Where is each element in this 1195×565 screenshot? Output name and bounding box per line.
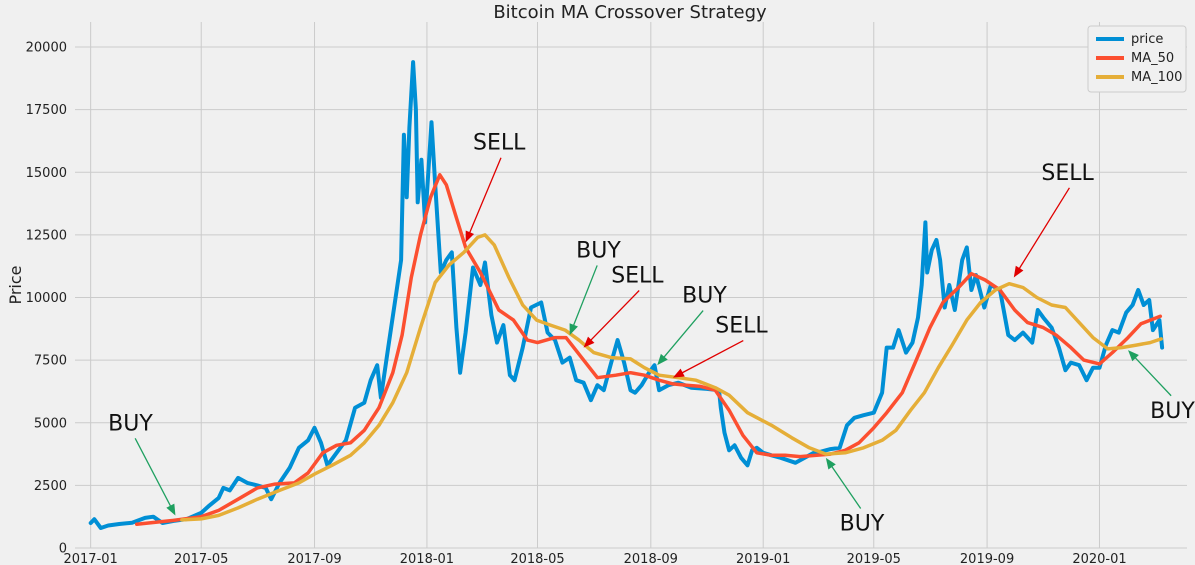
y-axis-label: Price [6,265,25,304]
annotation-buy-label: BUY [576,238,621,263]
annotation-buy-label: BUY [108,411,153,436]
annotation-arrow-head [583,336,595,348]
legend-label-ma50: MA_50 [1131,51,1174,66]
series-line-price [88,60,1165,530]
annotation-arrow-head [672,368,685,378]
annotation-arrow-line [660,310,704,361]
annotation-arrow-line [467,157,502,238]
annotation-arrow-head [657,353,668,366]
annotation-arrow-head [1128,350,1139,362]
annotation-arrow-head [1013,265,1024,278]
annotation-arrow-line [828,462,862,509]
y-tick-label: 12500 [26,228,67,243]
annotation-buy-label: BUY [682,284,727,309]
y-tick-label: 0 [59,542,67,557]
legend: price MA_50 MA_100 [1087,25,1187,93]
annotation-sell-label: SELL [1041,161,1094,186]
series-line-ma-100 [180,233,1163,522]
annotation-arrow-line [587,290,640,344]
annotation-buy-label: BUY [1150,399,1195,424]
x-tick-label: 2020-01 [1072,552,1126,565]
y-tick-label: 5000 [34,416,67,431]
annotation-buy-label: BUY [840,511,885,536]
x-tick-label: 2019-09 [960,552,1014,565]
annotation-arrow-line [571,265,598,330]
legend-label-ma100: MA_100 [1131,70,1182,85]
y-tick-label: 10000 [26,291,67,306]
annotation-sell-label: SELL [473,131,526,156]
y-tick-label: 15000 [26,166,67,181]
y-tick-label: 7500 [34,354,67,369]
x-tick-label: 2017-01 [63,552,117,565]
annotation-arrow-head [569,323,578,336]
x-tick-label: 2019-01 [736,552,790,565]
axis-ticks: 0 2500 5000 7500 10000 12500 15000 17500 20000 20… [26,41,1127,565]
annotation-arrow-line [1131,354,1172,397]
series-line-ma-50 [134,173,1163,526]
annotation-arrow-head [825,457,836,470]
y-tick-label: 2500 [34,479,67,494]
x-tick-label: 2017-09 [287,552,341,565]
x-tick-label: 2018-01 [400,552,454,565]
legend-label-price: price [1131,32,1163,47]
x-tick-label: 2018-05 [510,552,564,565]
annotation-arrow-line [677,340,744,376]
grid [75,22,1187,549]
y-tick-label: 20000 [26,41,67,56]
annotation-sell-label: SELL [611,263,664,288]
annotation-arrow-line [1016,187,1070,273]
x-tick-label: 2017-05 [174,552,228,565]
x-tick-label: 2018-09 [624,552,678,565]
chart-title: Bitcoin MA Crossover Strategy [493,2,767,23]
x-tick-label: 2019-05 [847,552,901,565]
annotation-arrow-head [465,230,475,243]
annotation-sell-label: SELL [715,314,768,339]
series-lines [88,60,1165,530]
annotation-arrow-line [134,437,174,511]
y-tick-label: 17500 [26,103,67,118]
annotation-arrow-head [166,503,176,516]
